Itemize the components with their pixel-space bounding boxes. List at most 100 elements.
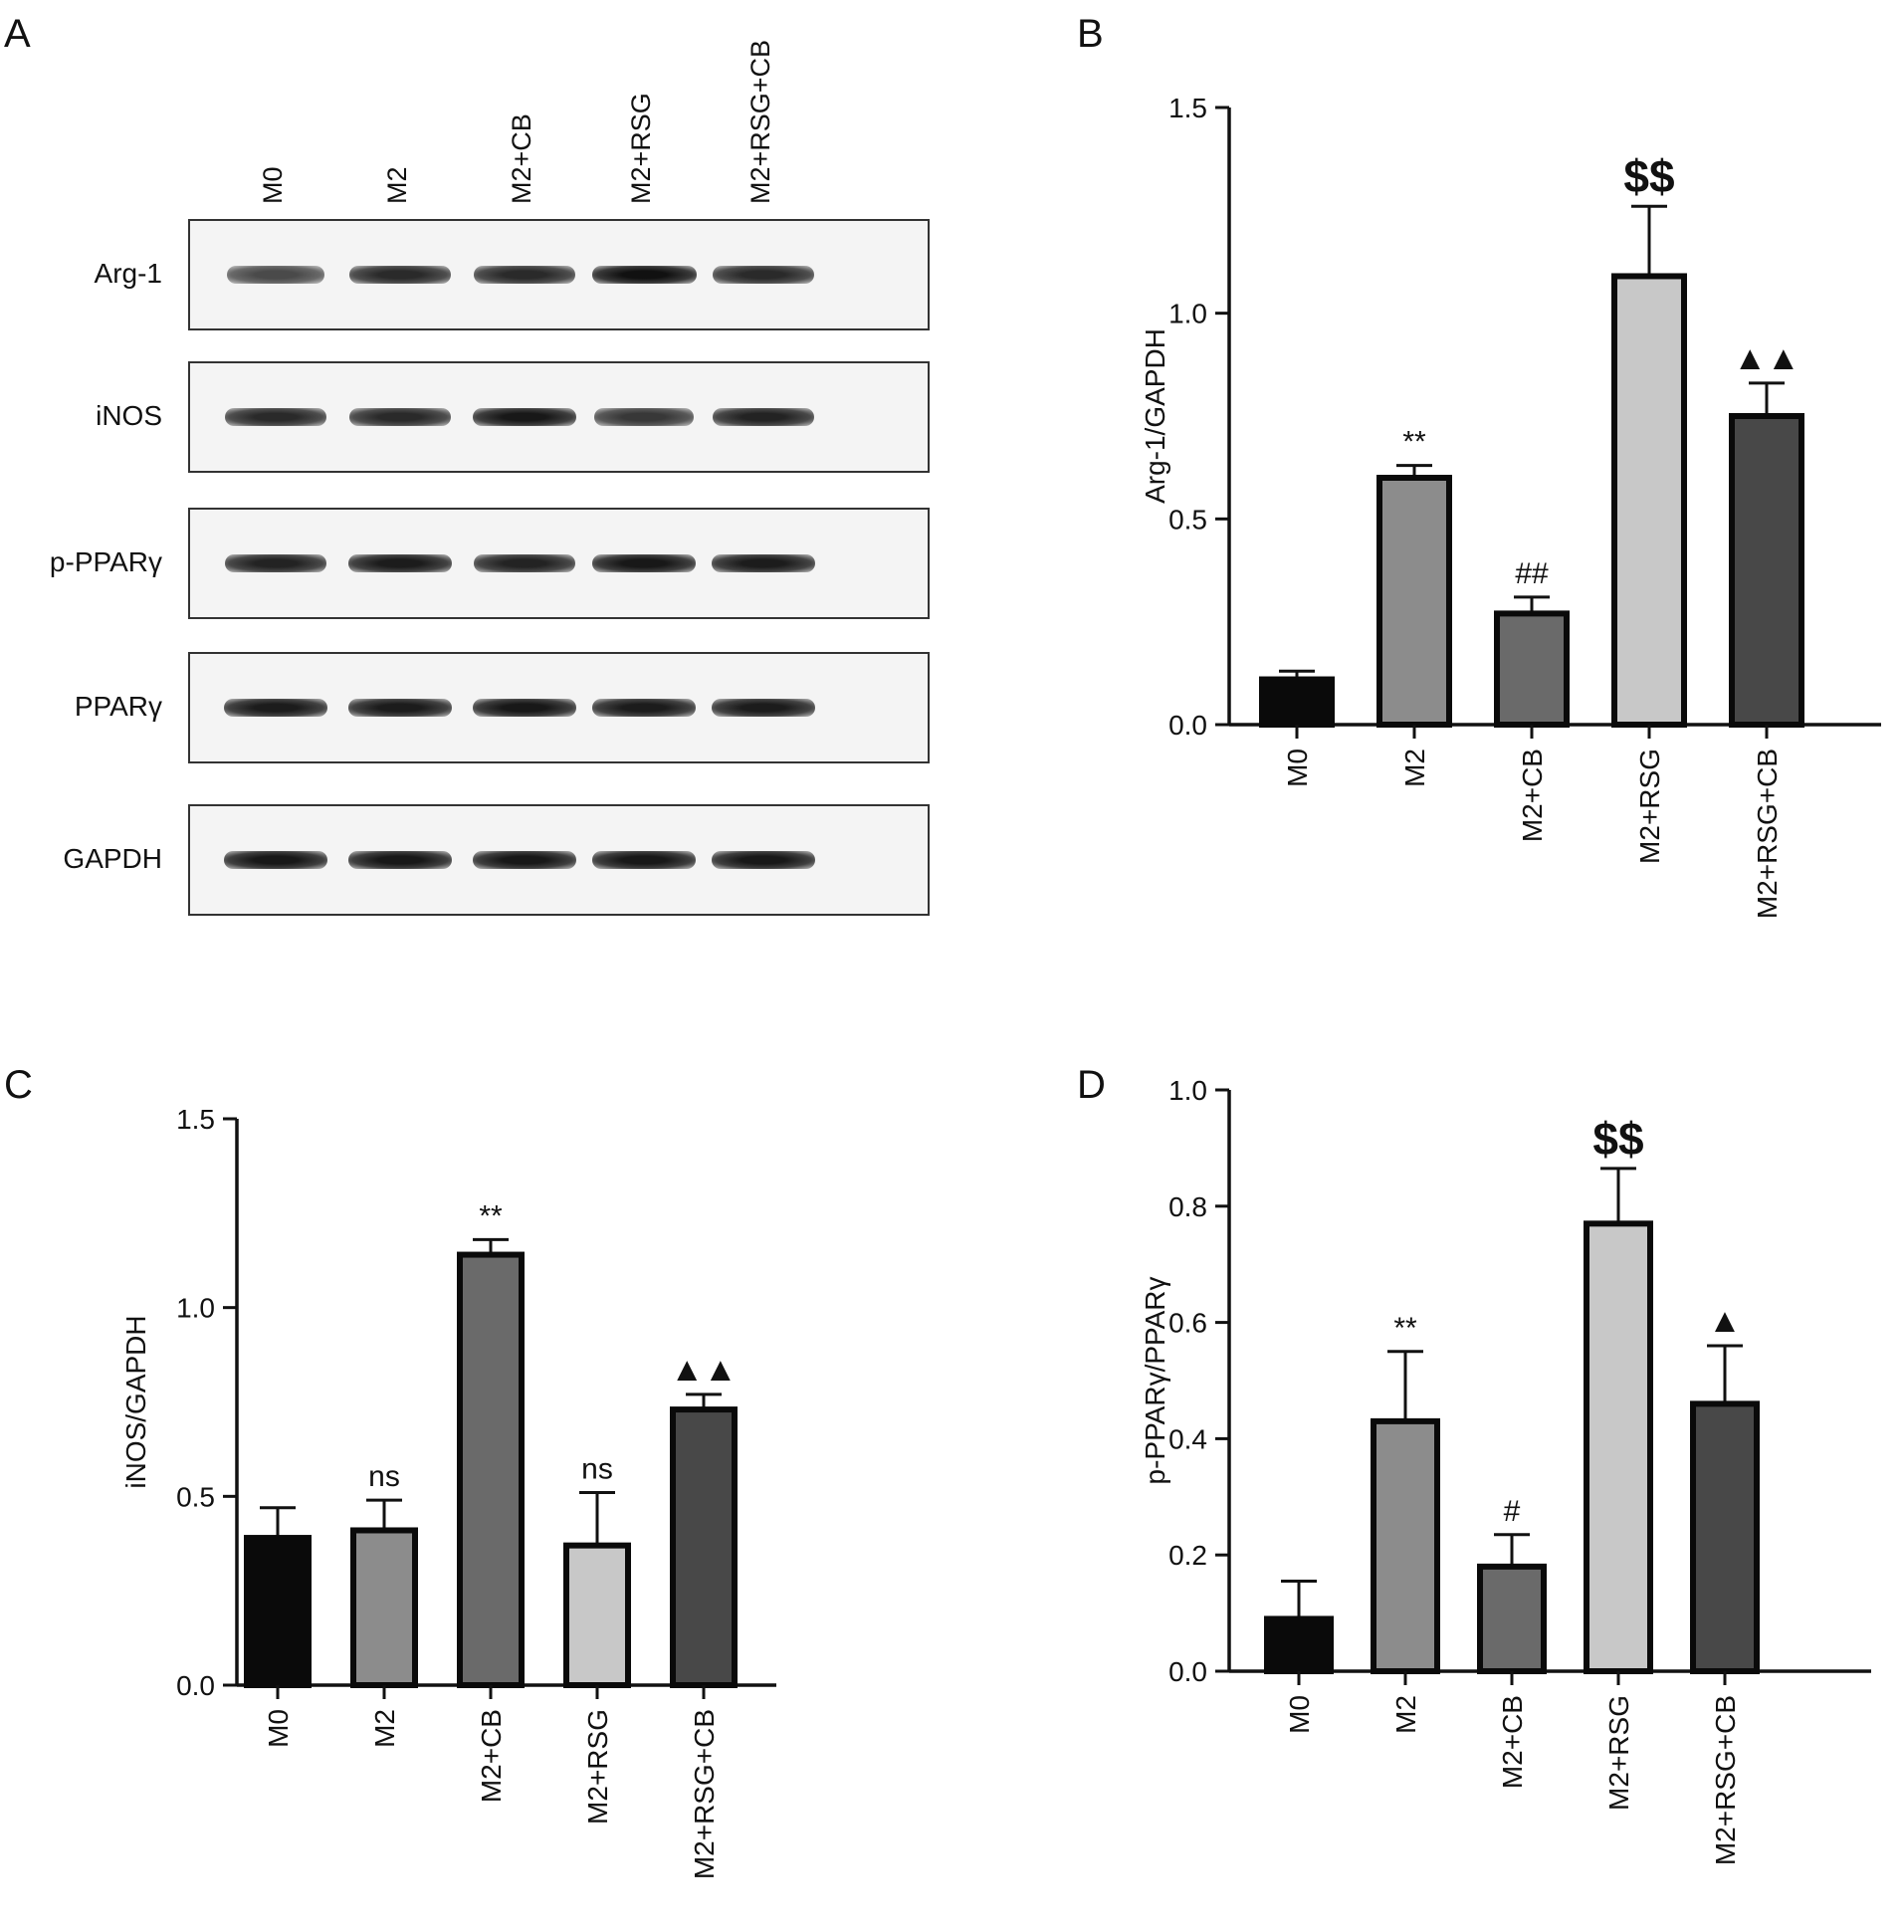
significance-label: ▲ [1708, 1302, 1742, 1340]
x-tick-label: M2+RSG [582, 1709, 613, 1825]
panel-label-d: D [1077, 1063, 1106, 1107]
significance-label: $$ [1592, 1113, 1643, 1165]
y-tick-label: 0.4 [1168, 1423, 1207, 1454]
lane-label: M2 [382, 166, 412, 204]
blot-band [472, 851, 577, 869]
blot-band [347, 851, 453, 869]
lane-label: M0 [258, 166, 288, 204]
bar [1611, 273, 1687, 728]
x-tick-label: M0 [1282, 749, 1313, 787]
significance-label: ## [1515, 557, 1549, 590]
bar [1729, 413, 1804, 728]
bar [670, 1406, 738, 1688]
bar [1477, 1563, 1547, 1675]
blot-band [349, 408, 451, 426]
blot-row-label: PPARγ [74, 691, 162, 722]
bar-chart-ppar: 0.0 0.2 0.4 0.6 0.8 1.0 p-PPARγ/PPARγ M0 M2 ** M2+… [1140, 1075, 1871, 1865]
blot-row [188, 219, 930, 330]
blot-band [472, 408, 577, 426]
bar [457, 1251, 525, 1688]
blot-band [712, 699, 815, 717]
blot-band [711, 851, 816, 869]
blot-band [223, 851, 328, 869]
x-tick-label: M2 [369, 1709, 400, 1748]
x-tick-label: M0 [1284, 1695, 1315, 1734]
significance-label: # [1504, 1495, 1521, 1528]
bar [563, 1542, 631, 1688]
x-tick-label: M2 [1399, 749, 1430, 787]
y-tick-label: 1.5 [176, 1104, 215, 1135]
blot-band [592, 699, 696, 717]
significance-label: ** [1402, 426, 1426, 459]
blot-row-label: Arg-1 [94, 258, 162, 289]
blot-row [188, 508, 930, 619]
blot-band [474, 266, 575, 284]
blot-band [225, 408, 326, 426]
blot-band [224, 554, 327, 572]
bar-chart-inos: 0.0 0.5 1.0 1.5 iNOS/GAPDH M0 M2 ns M2+CB ** M2+RS… [120, 1104, 776, 1879]
blot-band [473, 554, 576, 572]
x-tick-label: M2+RSG+CB [1752, 749, 1783, 919]
significance-label: ▲▲ [1733, 339, 1799, 377]
blot-band [591, 554, 697, 572]
x-tick-label: M2+RSG+CB [1710, 1695, 1741, 1865]
y-tick-label: 0.5 [1168, 504, 1207, 535]
bar [1494, 610, 1570, 729]
x-tick-label: M2+CB [476, 1709, 507, 1803]
lane-label: M2+CB [507, 113, 536, 204]
panel-label-b: B [1077, 12, 1104, 56]
x-tick-label: M2+RSG [1634, 749, 1665, 864]
blot-band [593, 408, 695, 426]
blot-row [188, 804, 930, 916]
blot-band [591, 851, 697, 869]
blot-row-label: p-PPARγ [49, 546, 162, 577]
bar [1690, 1400, 1760, 1674]
x-tick-label: M2+RSG [1603, 1695, 1634, 1811]
blot-band [712, 408, 815, 426]
significance-label: $$ [1623, 150, 1674, 202]
bar [1584, 1220, 1653, 1674]
y-tick-label: 0.0 [1168, 1656, 1207, 1687]
significance-label: ns [581, 1453, 613, 1486]
blot-row [188, 361, 930, 473]
y-tick-label: 1.5 [1168, 93, 1207, 123]
blot-band [713, 266, 814, 284]
blot-row [188, 652, 930, 763]
bar [1371, 1417, 1440, 1674]
x-tick-label: M2+CB [1517, 749, 1548, 842]
panel-label-a: A [4, 12, 31, 56]
y-tick-label: 0.5 [176, 1481, 215, 1512]
blot-row-label: iNOS [96, 400, 162, 431]
x-tick-label: M2 [1390, 1695, 1421, 1734]
blot-band [348, 699, 452, 717]
significance-label: ▲▲ [670, 1351, 737, 1389]
panel-label-c: C [4, 1063, 33, 1107]
y-tick-label: 0.0 [1168, 710, 1207, 741]
x-tick-label: M2+CB [1497, 1695, 1528, 1789]
y-tick-label: 1.0 [1168, 1075, 1207, 1106]
bar [244, 1535, 312, 1688]
blot-band [591, 266, 697, 284]
y-tick-label: 0.0 [176, 1670, 215, 1701]
y-axis-label: iNOS/GAPDH [120, 1315, 151, 1488]
y-tick-label: 0.2 [1168, 1540, 1207, 1571]
y-axis-label: p-PPARγ/PPARγ [1140, 1276, 1170, 1484]
y-tick-label: 0.8 [1168, 1191, 1207, 1222]
blot-row-label: GAPDH [63, 843, 162, 874]
significance-label: ns [368, 1460, 400, 1493]
y-axis-label: Arg-1/GAPDH [1140, 328, 1170, 504]
blot-band [226, 266, 325, 284]
blot-band [349, 266, 451, 284]
x-tick-label: M2+RSG+CB [689, 1709, 720, 1879]
blot-band [712, 554, 815, 572]
blot-band [348, 554, 452, 572]
lane-label: M2+RSG [626, 93, 656, 204]
significance-label: ** [479, 1199, 503, 1232]
blot-band [472, 699, 577, 717]
lane-label: M2+RSG+CB [745, 39, 775, 204]
blot-band [224, 699, 327, 717]
y-tick-label: 1.0 [1168, 299, 1207, 329]
bar [350, 1527, 418, 1688]
y-tick-label: 1.0 [176, 1293, 215, 1324]
bar [1376, 475, 1452, 728]
